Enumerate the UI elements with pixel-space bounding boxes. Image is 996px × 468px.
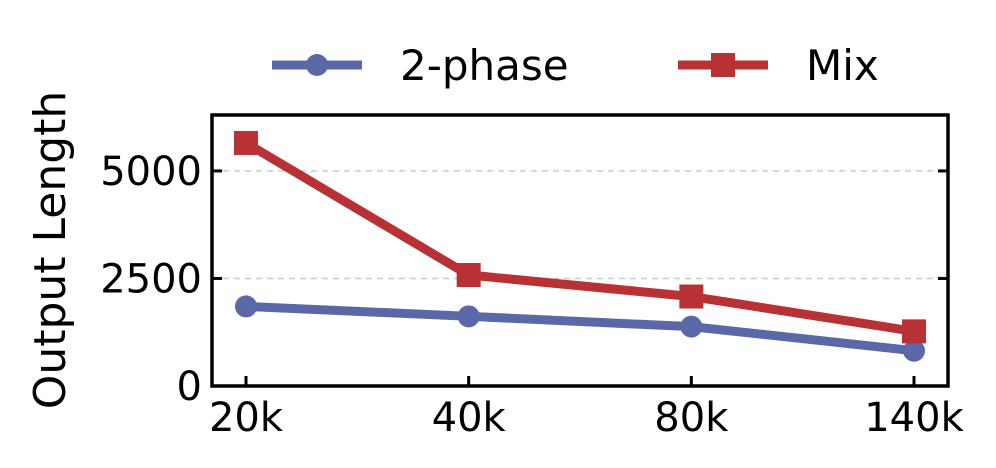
grid-lines [212, 170, 948, 280]
data-point [457, 305, 480, 328]
data-point [680, 315, 703, 338]
axis-ticks: 0 2500 5000 20k 40k 80k 140k [100, 149, 964, 441]
x-tick-label: 40k [432, 395, 507, 441]
y-tick-label: 0 [177, 364, 202, 410]
plot-frame [210, 113, 950, 388]
legend-marker [711, 53, 735, 77]
data-point [903, 339, 925, 362]
legend-label: Mix [806, 41, 879, 90]
legend: 2-phase Mix [272, 41, 879, 90]
data-point [235, 295, 257, 318]
series-line-mix [241, 138, 919, 336]
x-tick-label: 20k [209, 395, 284, 441]
data-point [234, 130, 258, 155]
legend-marker [306, 54, 328, 76]
series-line-2-phase [241, 301, 919, 356]
legend-item: 2-phase [272, 41, 569, 90]
series-layer [234, 130, 926, 362]
y-tick-label: 2500 [100, 256, 202, 302]
data-point [902, 319, 926, 344]
legend-label: 2-phase [400, 41, 569, 90]
x-tick-label: 140k [864, 395, 964, 441]
data-point [679, 284, 704, 309]
y-axis-title: Output Length [25, 91, 76, 410]
legend-item: Mix [678, 41, 879, 90]
x-tick-label: 80k [654, 395, 729, 441]
y-tick-label: 5000 [100, 149, 202, 195]
data-point [456, 263, 481, 288]
